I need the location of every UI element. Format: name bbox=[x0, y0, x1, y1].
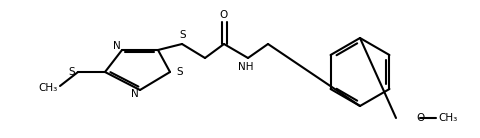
Text: N: N bbox=[131, 89, 139, 99]
Text: S: S bbox=[176, 67, 182, 77]
Text: NH: NH bbox=[238, 62, 254, 72]
Text: CH₃: CH₃ bbox=[39, 83, 58, 93]
Text: O: O bbox=[416, 113, 424, 123]
Text: CH₃: CH₃ bbox=[438, 113, 457, 123]
Text: S: S bbox=[68, 67, 75, 77]
Text: O: O bbox=[220, 10, 228, 20]
Text: S: S bbox=[180, 30, 186, 40]
Text: N: N bbox=[113, 41, 121, 51]
